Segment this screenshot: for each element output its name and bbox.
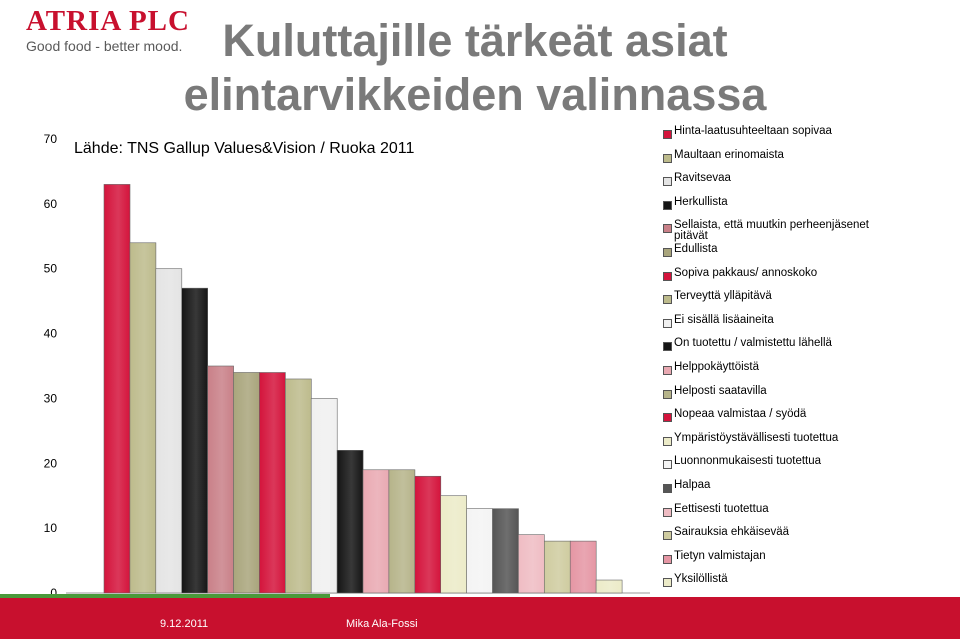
bar (362, 469, 390, 594)
bar (310, 398, 338, 594)
legend-label: Sopiva pakkaus/ annoskoko (674, 266, 818, 279)
legend-item: Ravitsevaa (663, 172, 953, 193)
bar (284, 378, 312, 594)
legend-label: Yksilöllistä (674, 573, 728, 586)
bar (181, 287, 208, 594)
chart-source: Lähde: TNS Gallup Values&Vision / Ruoka … (74, 140, 415, 157)
legend-swatch (663, 177, 672, 187)
legend-label: Ei sisällä lisäaineita (674, 313, 774, 326)
legend-swatch (663, 389, 672, 399)
footer-author: Mika Ala-Fossi (346, 618, 418, 630)
footer-green-line (0, 594, 330, 598)
legend-swatch (663, 224, 672, 234)
legend-swatch (663, 578, 672, 588)
legend-swatch (663, 413, 672, 423)
legend-label: Ympäristöystävällisesti tuotettua (674, 431, 839, 444)
bar (492, 508, 519, 594)
bar (466, 508, 493, 594)
legend-item: Sellaista, että muutkin perheenjäsenet p… (663, 219, 953, 243)
bar (103, 184, 131, 594)
bar (543, 540, 571, 594)
bar (595, 579, 623, 594)
bar (569, 540, 597, 594)
legend-swatch (663, 318, 672, 328)
legend-label: On tuotettu / valmistettu lähellä (674, 337, 832, 350)
legend-label: Terveyttä ylläpitävä (674, 290, 772, 303)
atria-logo: ATRIA PLC Good food - better mood. (26, 6, 201, 58)
y-tick-label: 10 (44, 521, 58, 535)
legend-swatch (663, 248, 672, 257)
legend-swatch (663, 342, 672, 352)
legend-item: Tietyn valmistajan (663, 549, 953, 571)
y-tick-label: 20 (44, 456, 58, 470)
footer-date: 9.12.2011 (160, 618, 209, 630)
legend-swatch (663, 531, 672, 541)
y-tick-label: 0 (50, 586, 57, 600)
legend-swatch (663, 271, 672, 281)
legend-label: Hinta-laatusuhteeltaan sopivaa (674, 125, 832, 137)
bar (440, 495, 468, 594)
legend-label: Sellaista, että muutkin perheenjäsenet p… (674, 219, 869, 243)
legend-item: Helppokäyttöistä (663, 361, 953, 382)
legend-swatch (663, 295, 672, 305)
slide-title: Kuluttajille tärkeät asiat elintarvikkei… (183, 15, 767, 120)
legend-label: Tietyn valmistajan (674, 549, 766, 562)
legend-item: Helposti saatavilla (663, 384, 953, 406)
legend-label: Helppokäyttöistä (674, 361, 760, 373)
y-tick-label: 30 (44, 391, 58, 405)
legend-swatch (663, 436, 672, 446)
legend-swatch (663, 130, 672, 139)
bar (155, 268, 183, 594)
legend-label: Herkullista (674, 195, 728, 208)
logo-wordmark: ATRIA PLC (26, 5, 190, 37)
legend-swatch (663, 153, 672, 163)
legend-swatch (663, 554, 672, 564)
legend-label: Ravitsevaa (674, 172, 731, 185)
logo-tagline: Good food - better mood. (26, 38, 183, 54)
legend-item: On tuotettu / valmistettu lähellä (663, 338, 953, 358)
legend-label: Nopeaa valmistaa / syödä (674, 408, 807, 421)
legend-item: Sairauksia ehkäisevää (663, 526, 953, 547)
bar (129, 242, 157, 594)
legend-item: Edullista (663, 243, 953, 264)
bar (207, 365, 234, 594)
y-tick-label: 60 (44, 197, 58, 211)
legend-label: Eettisesti tuotettua (674, 502, 769, 515)
y-tick-label: 40 (44, 327, 58, 341)
legend-label: Helposti saatavilla (674, 384, 767, 397)
legend-label: Luonnonmukaisesti tuotettua (674, 455, 822, 468)
bar (518, 534, 545, 594)
bar (233, 372, 260, 594)
legend-label: Maultaan erinomaista (674, 148, 784, 161)
legend-swatch (663, 460, 672, 470)
legend-label: Edullista (674, 243, 718, 255)
footer-band (0, 597, 960, 639)
legend-item: Ei sisällä lisäaineita (663, 313, 953, 335)
legend-item: Herkullista (663, 195, 953, 217)
legend-label: Halpaa (674, 479, 711, 491)
legend-item: Nopeaa valmistaa / syödä (663, 408, 953, 429)
legend-item: Yksilöllistä (663, 574, 953, 594)
bar (414, 475, 442, 594)
bar (336, 450, 364, 594)
legend-label: Sairauksia ehkäisevää (674, 526, 790, 539)
legend-swatch (663, 366, 672, 375)
legend-item: Sopiva pakkaus/ annoskoko (663, 266, 953, 288)
legend-item: Hinta-laatusuhteeltaan sopivaa (663, 125, 953, 146)
legend-swatch (663, 507, 672, 517)
bar (388, 469, 416, 594)
legend-item: Halpaa (663, 479, 953, 500)
legend-item: Luonnonmukaisesti tuotettua (663, 456, 953, 476)
legend-item: Terveyttä ylläpitävä (663, 290, 953, 311)
bar (259, 372, 286, 594)
legend-item: Ympäristöystävällisesti tuotettua (663, 431, 953, 453)
y-tick-label: 50 (44, 262, 58, 276)
legend-swatch (663, 200, 672, 210)
legend-item: Maultaan erinomaista (663, 148, 953, 170)
legend-swatch (663, 484, 672, 493)
legend-item: Eettisesti tuotettua (663, 502, 953, 524)
y-tick-label: 70 (44, 132, 58, 146)
